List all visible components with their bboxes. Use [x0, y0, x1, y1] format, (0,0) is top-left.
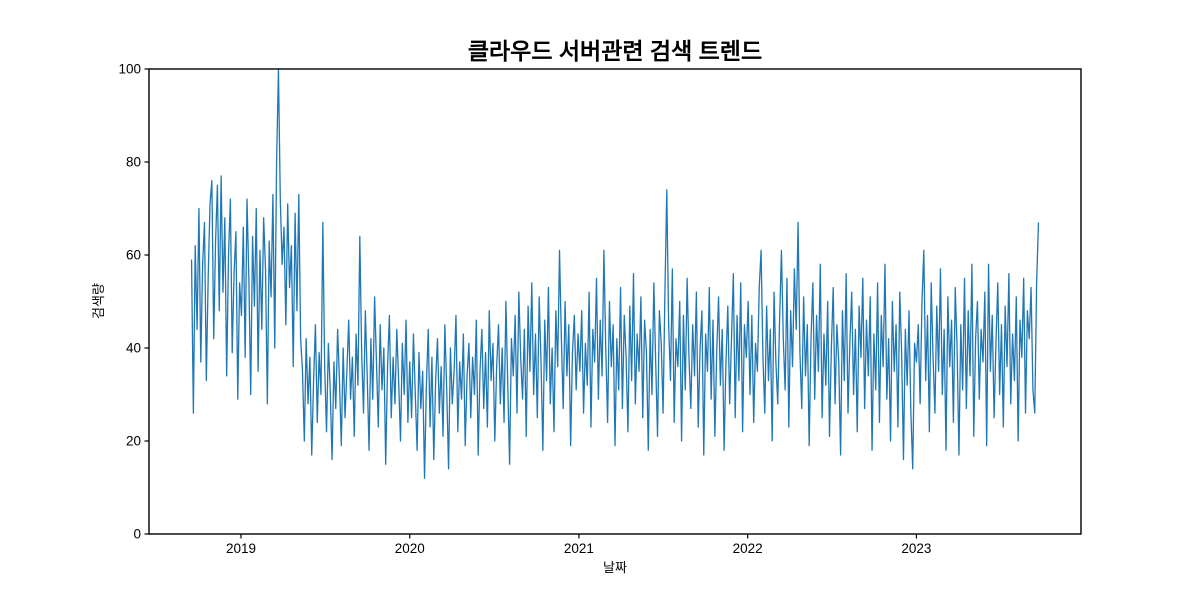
- chart-title: 클라우드 서버관련 검색 트렌드: [468, 38, 762, 64]
- x-axis-label: 날짜: [603, 560, 627, 575]
- x-tick-label: 2021: [564, 541, 594, 556]
- y-tick-label: 60: [126, 248, 141, 263]
- y-tick-label: 20: [126, 434, 141, 449]
- x-tick-label: 2019: [226, 541, 256, 556]
- x-axis-ticks: 2019 2020 2021 2022 2023: [226, 534, 931, 556]
- series-line: [190, 68, 1040, 479]
- y-tick-label: 80: [126, 155, 141, 170]
- axes-frame: [148, 68, 1082, 535]
- y-axis-label: 검색량: [91, 283, 106, 319]
- y-axis-ticks: 0 20 40 60 80 100: [118, 62, 149, 542]
- x-tick-label: 2020: [395, 541, 425, 556]
- y-tick-label: 40: [126, 341, 141, 356]
- x-tick-label: 2022: [733, 541, 763, 556]
- x-tick-label: 2023: [901, 541, 931, 556]
- y-tick-label: 100: [118, 62, 141, 77]
- y-tick-label: 0: [133, 527, 141, 542]
